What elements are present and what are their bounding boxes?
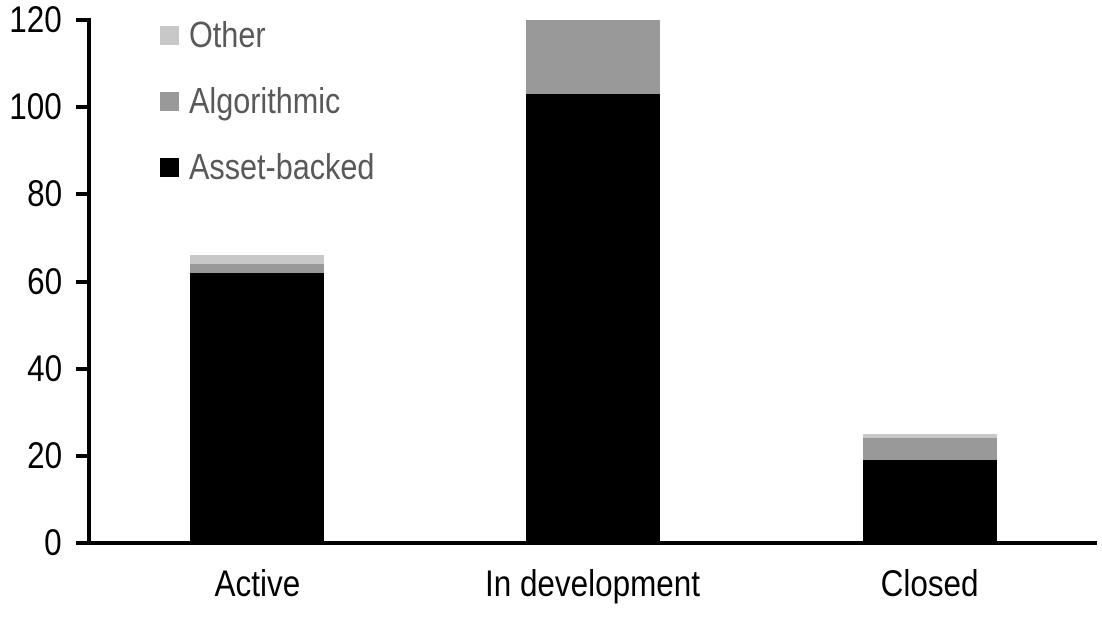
bar-segment-asset-backed: [526, 94, 660, 543]
bar-segment-asset-backed: [863, 460, 997, 543]
legend-item-asset-backed: Asset-backed: [160, 148, 407, 186]
y-tick-mark: [76, 366, 89, 371]
bar-segment-other: [863, 434, 997, 439]
y-tick-label: 60: [27, 260, 62, 302]
y-tick-mark: [76, 279, 89, 284]
legend-swatch-icon: [160, 91, 179, 111]
legend-label: Other: [189, 14, 266, 55]
y-tick-mark: [76, 18, 89, 22]
y-tick-mark: [76, 105, 89, 110]
y-tick-mark: [76, 453, 89, 458]
bar-segment-algorithmic: [863, 438, 997, 461]
x-axis-label: Closed: [881, 563, 979, 604]
y-axis-line: [87, 18, 91, 545]
legend-label: Asset-backed: [189, 146, 375, 187]
legend-item-algorithmic: Algorithmic: [160, 82, 367, 120]
bar-segment-other: [190, 255, 324, 265]
legend-label: Algorithmic: [189, 80, 341, 121]
legend-swatch-icon: [160, 25, 179, 45]
y-tick-label: 0: [44, 522, 62, 563]
bar-segment-algorithmic: [526, 20, 660, 95]
y-tick-label: 40: [27, 347, 62, 389]
y-tick-mark: [76, 192, 89, 197]
x-axis-label: Active: [214, 563, 300, 604]
legend-item-other: Other: [160, 16, 279, 54]
bar-segment-algorithmic: [190, 264, 324, 273]
y-tick-label: 120: [9, 0, 62, 40]
y-tick-label: 80: [27, 173, 62, 215]
bar-segment-asset-backed: [190, 272, 324, 543]
x-axis-label: In development: [485, 563, 701, 604]
y-tick-label: 100: [9, 86, 62, 128]
y-tick-label: 20: [27, 434, 62, 476]
legend-swatch-icon: [160, 157, 179, 177]
x-axis-line: [76, 541, 1097, 545]
